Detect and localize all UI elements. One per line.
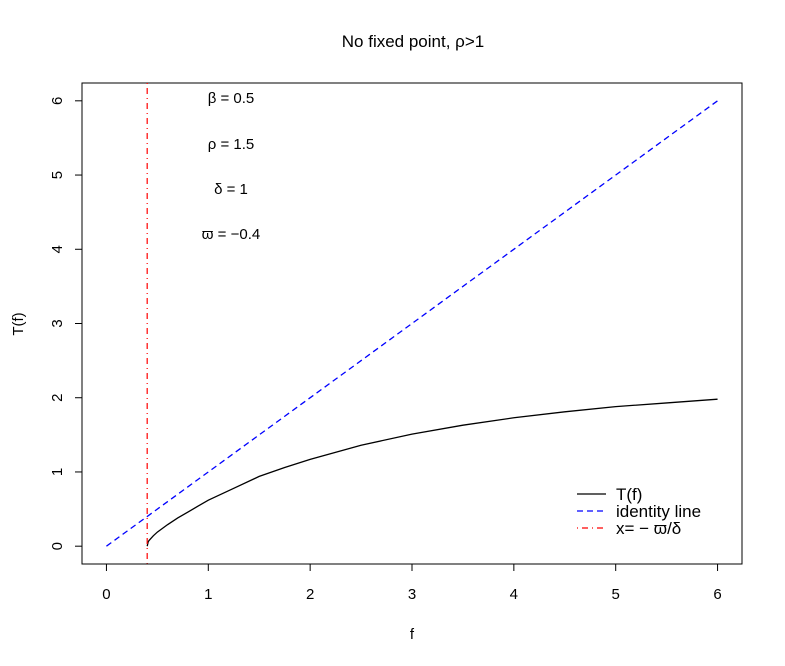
parameter-annotation: δ = 1 [214, 181, 248, 198]
y-tick-label: 3 [49, 319, 66, 327]
legend-label: x= − ϖ/δ [616, 519, 681, 538]
x-axis: 0 1 2 3 4 5 6 [102, 563, 722, 603]
y-tick-label: 1 [49, 468, 66, 476]
legend-label: T(f) [616, 485, 642, 504]
x-tick-label: 3 [408, 586, 416, 603]
y-axis-label: T(f) [10, 312, 27, 335]
y-tick-label: 4 [49, 245, 66, 253]
series-layer [106, 83, 718, 564]
y-tick-label: 5 [49, 171, 66, 179]
x-tick-label: 2 [306, 586, 314, 603]
y-tick-label: 2 [49, 394, 66, 402]
legend-label: identity line [616, 502, 701, 521]
x-tick-label: 5 [612, 586, 620, 603]
x-tick-label: 6 [713, 586, 721, 603]
chart-title: No fixed point, ρ>1 [342, 32, 484, 51]
y-tick-label: 6 [49, 97, 66, 105]
x-tick-label: 0 [102, 586, 110, 603]
x-tick-label: 4 [510, 586, 518, 603]
parameter-annotation: β = 0.5 [208, 90, 255, 107]
parameter-annotation: ρ = 1.5 [208, 136, 254, 153]
y-tick-label: 0 [49, 542, 66, 550]
parameter-annotation: ϖ = −0.4 [202, 226, 260, 243]
parameter-annotations: β = 0.5 ρ = 1.5 δ = 1 ϖ = −0.4 [202, 90, 260, 243]
x-tick-label: 1 [204, 586, 212, 603]
x-axis-label: f [410, 626, 415, 643]
series-T-curve [146, 398, 718, 547]
series-identity-line [106, 100, 718, 547]
y-axis: 0 1 2 3 4 5 6 [49, 97, 83, 550]
